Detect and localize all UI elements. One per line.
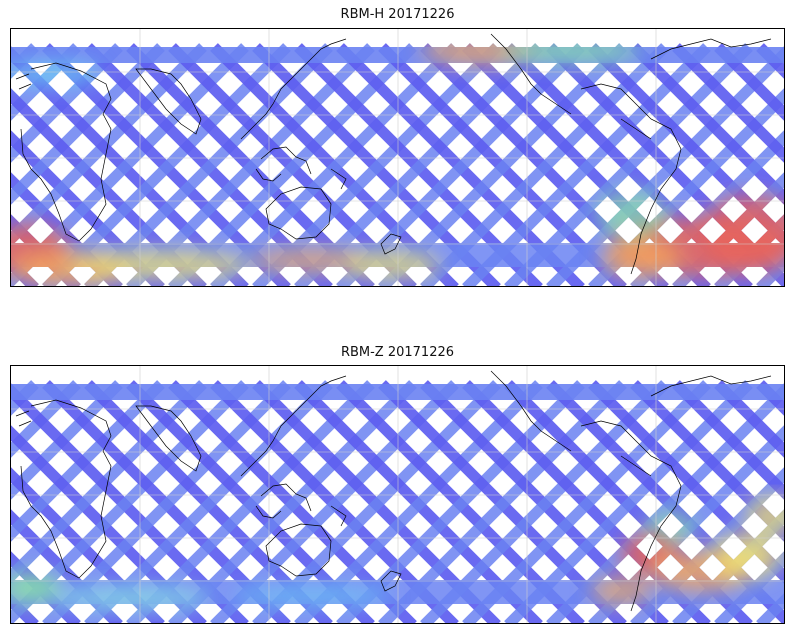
- swath-track: [672, 43, 784, 163]
- anomaly-layer: [11, 496, 784, 610]
- north-belt: [11, 384, 784, 400]
- coastline: [135, 405, 202, 472]
- coastline: [650, 375, 772, 397]
- coastline: [20, 399, 112, 579]
- anomaly-spot: [596, 189, 666, 239]
- coastline: [330, 505, 347, 527]
- coastline: [15, 73, 32, 90]
- map-canvas-rbm-h: [11, 29, 784, 286]
- anomaly-spot: [341, 251, 441, 279]
- anomaly-spot: [591, 577, 651, 605]
- anomaly-spot: [11, 62, 101, 86]
- anomaly-spot: [501, 39, 641, 63]
- coastlines: [15, 33, 772, 275]
- anomaly-spot: [646, 511, 696, 541]
- map-rbm-h: [10, 28, 785, 287]
- swath-track: [672, 380, 784, 500]
- coastline: [265, 186, 332, 240]
- anomaly-spot: [746, 496, 784, 536]
- anomaly-spot: [51, 586, 211, 610]
- coastline: [20, 62, 112, 242]
- anomaly-spot: [421, 37, 541, 65]
- map-rbm-z: [10, 365, 785, 624]
- coastline: [135, 68, 202, 135]
- coastlines: [15, 370, 772, 612]
- coastline: [620, 455, 652, 477]
- anomaly-spot: [601, 239, 681, 279]
- coastline: [255, 505, 282, 519]
- coastline: [650, 38, 772, 60]
- coastline: [490, 33, 572, 115]
- coastline: [240, 375, 347, 477]
- panel-title-rbm-z: RBM-Z 20171226: [340, 345, 455, 360]
- coastline: [380, 233, 402, 255]
- coastline: [260, 146, 312, 175]
- coastline: [255, 168, 282, 182]
- anomaly-spot: [71, 251, 251, 279]
- anomaly-layer: [11, 37, 784, 286]
- graticule: [11, 29, 784, 286]
- map-canvas-rbm-z: [11, 366, 784, 623]
- coastline: [260, 483, 312, 512]
- coastline: [580, 83, 682, 275]
- coastline: [490, 370, 572, 452]
- anomaly-spot: [711, 534, 781, 578]
- coastline: [380, 570, 402, 592]
- coastline: [265, 523, 332, 577]
- anomaly-spot: [251, 249, 371, 273]
- anomaly-spot: [11, 572, 61, 604]
- coastline: [620, 118, 652, 140]
- coastline: [15, 410, 32, 427]
- coastline: [580, 420, 682, 612]
- anomaly-spot: [701, 194, 784, 274]
- coastline: [240, 38, 347, 140]
- swath-track: [714, 380, 784, 458]
- swath-track: [714, 43, 784, 121]
- anomaly-spot: [231, 586, 391, 606]
- graticule: [11, 366, 784, 623]
- panel-title-rbm-h: RBM-H 20171226: [340, 7, 455, 22]
- coastline: [330, 168, 347, 190]
